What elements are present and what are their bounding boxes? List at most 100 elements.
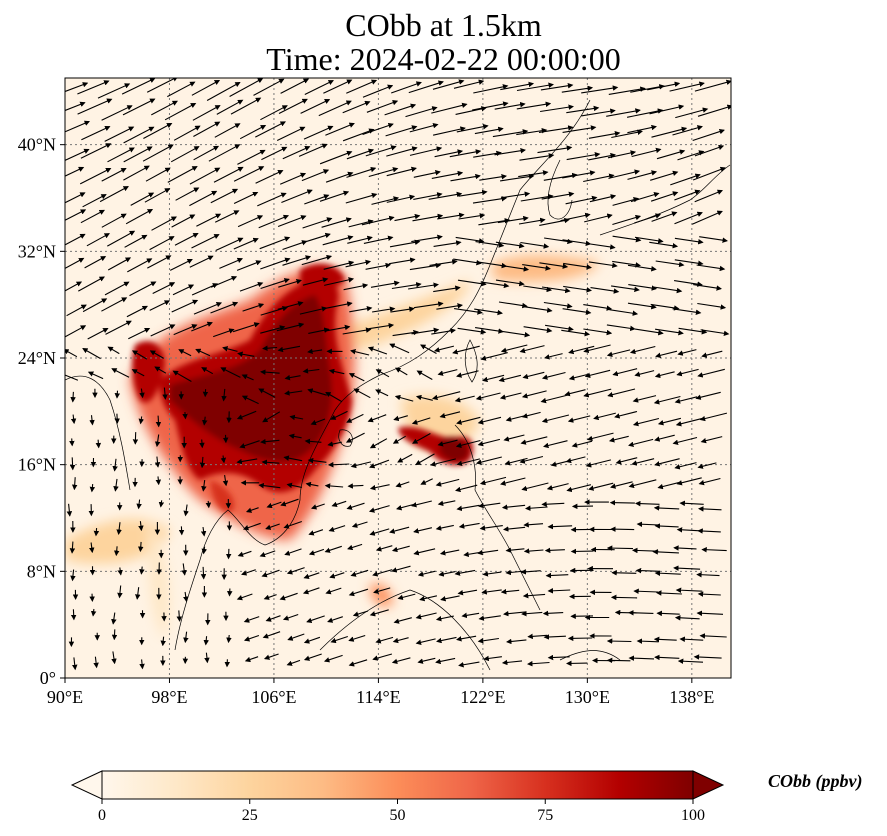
wind-arrow: [566, 105, 600, 114]
wind-arrow: [82, 298, 108, 313]
wind-arrow: [430, 458, 456, 467]
wind-arrow: [363, 235, 394, 244]
lon-tick-label: 114°E: [356, 687, 401, 707]
wind-arrow: [676, 477, 702, 486]
wind-arrow: [160, 636, 166, 647]
wind-arrow: [694, 189, 724, 203]
wind-arrow: [280, 498, 299, 507]
wind-arrow: [415, 638, 436, 645]
lat-tick-label: 16°N: [18, 455, 56, 475]
wind-arrow: [413, 301, 444, 309]
wind-arrow: [692, 128, 725, 142]
wind-arrow: [245, 507, 259, 513]
colorbar-tick-label: 75: [537, 807, 553, 824]
wind-arrow: [302, 587, 320, 595]
wind-arrow: [500, 344, 528, 353]
wind-arrow: [342, 100, 371, 114]
wind-arrow: [541, 501, 565, 507]
wind-arrow: [99, 186, 129, 203]
wind-arrow: [628, 655, 655, 661]
wind-arrow: [675, 587, 703, 593]
wind-arrow: [565, 456, 586, 464]
wind-arrow: [348, 219, 374, 228]
wind-arrow: [437, 500, 456, 507]
wind-arrow: [436, 636, 457, 644]
wind-arrow: [214, 123, 241, 138]
wind-arrow: [428, 191, 463, 200]
wind-arrow: [627, 170, 658, 180]
wind-arrow: [609, 499, 635, 506]
wind-arrow: [520, 241, 550, 249]
wind-arrow: [537, 145, 573, 154]
wind-arrow: [634, 328, 664, 336]
wind-arrow: [628, 438, 654, 448]
wind-arrow: [328, 368, 345, 375]
wind-arrow: [205, 500, 212, 509]
wind-arrow: [260, 438, 280, 445]
wind-arrow: [408, 80, 444, 94]
wind-arrow: [327, 461, 350, 468]
light-plume-east: [490, 255, 600, 282]
wind-arrow: [239, 124, 267, 140]
colorbar-extend-min: [70, 770, 103, 800]
wind-arrow: [279, 172, 307, 185]
wind-arrow: [323, 260, 355, 270]
wind-arrow: [695, 391, 721, 400]
wind-arrow: [97, 83, 131, 99]
map-plot-area: [65, 78, 731, 678]
wind-arrow: [518, 217, 546, 225]
wind-arrow: [152, 282, 176, 294]
wind-arrow: [101, 105, 133, 121]
wind-arrow: [409, 262, 442, 271]
wind-arrow: [437, 212, 465, 220]
wind-arrow: [674, 615, 700, 621]
wind-arrow: [204, 652, 210, 664]
lat-tick-label: 40°N: [18, 135, 56, 155]
wind-arrow: [283, 520, 302, 529]
wind-arrow: [66, 503, 73, 517]
wind-arrow: [656, 149, 686, 160]
wind-arrow: [347, 543, 363, 551]
wind-arrow: [415, 453, 435, 466]
wind-arrow: [220, 367, 241, 378]
wind-arrow: [434, 149, 464, 158]
wind-arrow: [697, 302, 727, 310]
colorbar-tick-label: 50: [390, 807, 406, 824]
wind-arrow: [677, 349, 697, 356]
cobb-field: [65, 255, 600, 640]
wind-arrow: [676, 527, 701, 533]
wind-arrow: [193, 302, 223, 315]
wind-arrow: [673, 565, 701, 571]
wind-arrow: [82, 348, 101, 360]
wind-arrow: [651, 211, 678, 222]
wind-arrow: [348, 659, 368, 667]
wind-arrow: [367, 346, 388, 355]
wind-arrow: [453, 258, 482, 266]
wind-arrow: [192, 105, 221, 121]
wind-arrow: [651, 126, 688, 138]
wind-arrow: [243, 616, 260, 623]
wind-arrow: [433, 240, 462, 247]
wind-arrow: [674, 396, 698, 404]
wind-arrow: [199, 456, 206, 469]
wind-arrow: [210, 301, 239, 314]
wind-arrow: [411, 234, 443, 243]
wind-arrow: [647, 81, 681, 91]
wind-arrow: [89, 484, 96, 493]
wind-arrow: [84, 256, 107, 269]
wind-arrow: [679, 636, 704, 642]
wind-arrow: [263, 594, 277, 600]
wind-arrow: [303, 653, 322, 661]
wind-arrow: [131, 369, 145, 377]
wind-arrow: [392, 329, 419, 337]
colorbar-bar: [101, 770, 694, 800]
wind-arrow: [327, 616, 343, 623]
wind-arrow: [298, 143, 328, 157]
wind-arrow: [503, 526, 526, 532]
wind-arrow: [477, 637, 499, 644]
wind-arrow: [325, 587, 342, 595]
wind-arrow: [394, 394, 414, 402]
wind-arrow: [262, 631, 281, 639]
wind-arrow: [523, 548, 544, 554]
wind-arrow: [114, 413, 120, 424]
